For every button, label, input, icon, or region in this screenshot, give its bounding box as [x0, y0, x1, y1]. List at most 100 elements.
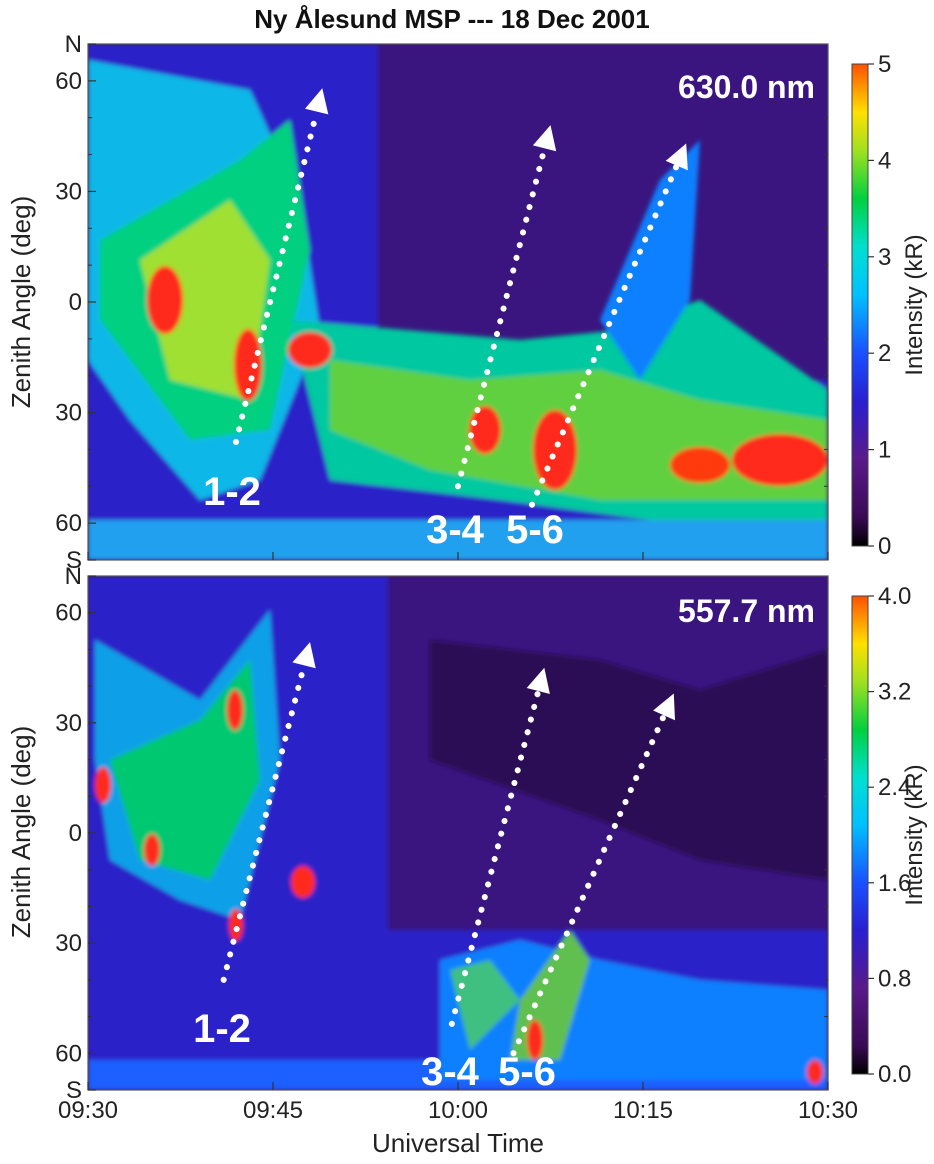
event-label-3-4-557nm: 3-4: [421, 1050, 480, 1094]
region-blue-arm: [600, 140, 700, 380]
arrow-dotted-line: [455, 145, 548, 490]
colorbar-tick-label: 2.4: [878, 774, 911, 801]
emission-regions: [88, 576, 828, 1090]
colorbar-tick-label: 4: [878, 147, 891, 174]
x-tick-label: 09:30: [58, 1097, 118, 1124]
arrow-head: [526, 667, 550, 694]
hotspot-2: [234, 329, 262, 401]
wavelength-label-557nm: 557.7 nm: [678, 593, 815, 629]
arrow-dotted-line: [510, 712, 668, 1057]
colorbar-title-557nm: Intensity (kR): [901, 764, 928, 905]
event-arrow: [455, 125, 557, 490]
y-tick-label: N: [65, 31, 82, 58]
colorbar-tick-label: 5: [878, 51, 891, 78]
colorbar-gradient-557nm: [851, 595, 869, 1075]
event-arrow: [448, 667, 550, 1027]
colorbar-tick-label: 0.0: [878, 1061, 911, 1088]
y-ticks-630nm: N 60 30 0 30 60 S: [55, 31, 829, 574]
colorbar-tick-label: 3.2: [878, 679, 911, 706]
event-arrow: [529, 143, 688, 508]
y-tick-label: 60: [55, 68, 82, 95]
arrow-head: [532, 125, 557, 152]
hotspot-6: [527, 1020, 543, 1060]
y-tick-label: S: [66, 547, 82, 574]
colorbar-tick-label: 0.8: [878, 965, 911, 992]
arrows-630nm: [233, 88, 688, 508]
arrow-head: [292, 642, 316, 669]
event-label-1-2-630nm: 1-2: [203, 470, 261, 514]
region-cyan-horizon: [88, 520, 828, 560]
event-label-1-2-557nm: 1-2: [193, 1007, 251, 1051]
arrow-head: [665, 143, 688, 171]
emission-regions: [88, 44, 828, 560]
hotspot-4: [469, 406, 501, 454]
colorbar-tick-label: 2: [878, 340, 891, 367]
region-dark-purple: [430, 640, 828, 880]
arrow-head: [305, 88, 329, 115]
colorbar-tick-label: 1.6: [878, 870, 911, 897]
colorbar-ticks-630nm: 0 1 2 3 4 5: [868, 51, 891, 560]
y-tick-label: 0: [69, 289, 82, 316]
event-arrow: [233, 88, 329, 446]
colorbar-tick-label: 1: [878, 437, 891, 464]
colorbar-gradient-630nm: [851, 63, 869, 547]
x-tick-label: 10:30: [798, 1097, 858, 1124]
y-tick-label: 30: [55, 710, 82, 737]
hotspot-6: [732, 434, 828, 486]
y-tick-label: 60: [55, 1040, 82, 1067]
hotspot-7: [807, 1060, 823, 1084]
y-ticks-557nm: N 60 30 0 30 60 S: [55, 563, 828, 1104]
heatmap-557nm: [88, 576, 828, 1090]
colorbar-title-630nm: Intensity (kR): [901, 234, 928, 375]
y-tick-label: 30: [55, 178, 82, 205]
hotspot-1: [95, 767, 111, 803]
region-green-left: [110, 660, 260, 880]
y-tick-label: 30: [55, 930, 82, 957]
chart-title: Ny Ålesund MSP --- 18 Dec 2001: [254, 4, 649, 34]
wavelength-label-630nm: 630.0 nm: [678, 69, 815, 105]
event-arrow: [220, 642, 316, 983]
event-label-5-6-630nm: 5-6: [506, 508, 564, 552]
x-tick-label: 10:15: [613, 1097, 673, 1124]
arrows-557nm: [220, 642, 675, 1057]
colorbar-630nm: 0 1 2 3 4 5 Intensity (kR): [851, 51, 928, 560]
colorbar-tick-label: 3: [878, 244, 891, 271]
colorbar-tick-label: 4.0: [878, 583, 911, 610]
y-axis-title-557nm: Zenith Angle (deg): [6, 726, 36, 938]
x-axis-title: Universal Time: [372, 1128, 544, 1158]
region-green-3-4: [450, 960, 520, 1050]
event-label-5-6-557nm: 5-6: [498, 1050, 556, 1094]
hotspot-2: [144, 834, 160, 866]
arrow-dotted-line: [233, 108, 320, 446]
hotspot-3: [288, 332, 332, 368]
arrow-dotted-line: [220, 662, 308, 983]
hotspot-3: [227, 690, 243, 730]
x-tick-label: 09:45: [243, 1097, 303, 1124]
y-tick-label: 30: [55, 400, 82, 427]
hotspot-1: [147, 266, 183, 334]
arrow-head: [653, 693, 675, 721]
hotspot-7: [670, 447, 730, 483]
colorbar-557nm: 0.0 0.8 1.6 2.4 3.2 4.0 Intensity (kR): [851, 583, 928, 1088]
hotspot-5: [533, 410, 577, 490]
colorbar-tick-label: 0: [878, 533, 891, 560]
arrow-dotted-line: [448, 688, 542, 1027]
hotspot-5: [291, 866, 315, 898]
y-tick-label: 60: [55, 600, 82, 627]
y-tick-label: 60: [55, 510, 82, 537]
y-tick-label: S: [66, 1077, 82, 1104]
y-tick-label: N: [65, 563, 82, 590]
event-label-3-4-630nm: 3-4: [426, 508, 485, 552]
arrow-dotted-line: [529, 162, 680, 508]
event-arrow: [510, 693, 675, 1057]
colorbar-ticks-557nm: 0.0 0.8 1.6 2.4 3.2 4.0: [868, 583, 911, 1088]
x-tick-label: 10:00: [428, 1097, 488, 1124]
y-tick-label: 0: [69, 820, 82, 847]
x-ticks: 09:30 09:45 10:00 10:15 10:30: [58, 1082, 858, 1124]
y-axis-title-630nm: Zenith Angle (deg): [6, 196, 36, 408]
heatmap-630nm: [88, 44, 828, 560]
